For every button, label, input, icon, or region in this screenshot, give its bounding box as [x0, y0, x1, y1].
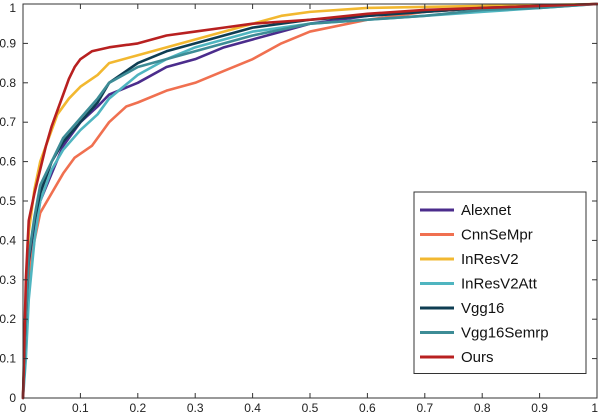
x-tick-label: 0.8	[474, 401, 491, 414]
legend-label-vgg16: Vgg16	[461, 300, 504, 317]
series-line-inresv2	[21, 2, 598, 400]
x-tick-label: 0.9	[531, 401, 548, 414]
x-tick-label: 1	[591, 401, 598, 414]
x-tick-label: 0.7	[416, 401, 433, 414]
legend-label-cnnsempr: CnnSeMpr	[461, 227, 533, 244]
y-tick-label: 0	[9, 391, 16, 405]
legend: Alexnet CnnSeMpr InResV2 InResV2Att Vgg16 Vgg…	[413, 191, 587, 374]
x-tick-label: 0.3	[187, 401, 204, 414]
x-tick-label: 0.2	[129, 401, 146, 414]
y-tick-label: 0.6	[0, 155, 16, 169]
x-tick-label: 0.4	[244, 401, 261, 414]
x-tick-label: 0	[20, 401, 27, 414]
legend-label-inresv2att: InResV2Att	[461, 276, 538, 293]
y-tick-label: 0.8	[0, 76, 16, 90]
series-line-ours	[21, 2, 598, 400]
y-tick-label: 0.5	[0, 194, 16, 208]
x-tick-label: 0.1	[72, 401, 89, 414]
y-tick-label: 0.2	[0, 312, 16, 326]
legend-label-alexnet: Alexnet	[461, 202, 512, 219]
y-tick-label: 0.4	[0, 233, 16, 247]
y-tick-label: 0.9	[0, 36, 16, 50]
x-tick-label: 0.5	[302, 401, 319, 414]
legend-label-ours: Ours	[461, 349, 494, 366]
legend-label-vgg16semrp: Vgg16Semrp	[461, 325, 549, 342]
y-tick-label: 0.7	[0, 115, 16, 129]
y-tick-label: 1	[9, 1, 16, 15]
plot-area	[21, 2, 598, 400]
x-tick-label: 0.6	[359, 401, 376, 414]
series-line-vgg16semrp	[21, 2, 598, 400]
y-tick-label: 0.3	[0, 273, 16, 287]
legend-label-inresv2: InResV2	[461, 251, 519, 268]
y-tick-label: 0.1	[0, 352, 16, 366]
